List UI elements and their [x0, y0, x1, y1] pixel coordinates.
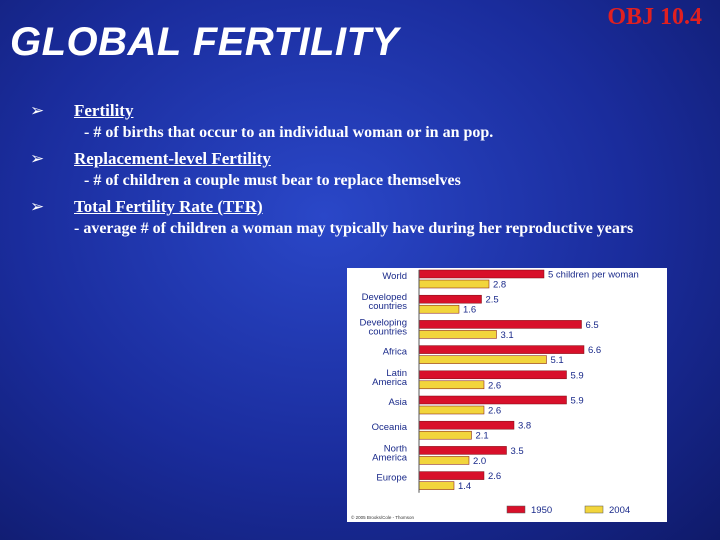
bar-1950	[418, 446, 507, 455]
arrow-bullet-icon: ➢	[30, 197, 45, 217]
legend-entry: 1950	[531, 505, 552, 516]
bar-1950	[418, 395, 567, 405]
category-label: Europe	[376, 473, 407, 484]
bar-value-label: 3.5	[511, 446, 524, 457]
bar-2004	[418, 481, 455, 490]
bar-2004	[418, 456, 470, 465]
bullet-fertility: ➢ Fertility	[20, 100, 660, 122]
bar-value-label: 5.9	[571, 370, 584, 381]
bullet-detail: - average # of children a woman may typi…	[74, 220, 634, 237]
bullet-detail: - # of births that occur to an individua…	[84, 124, 494, 141]
bar-1950	[418, 370, 567, 380]
bullet-heading: Replacement-level Fertility	[74, 149, 271, 168]
bar-2004	[418, 304, 460, 314]
slide-title: GLOBAL FERTILITY	[10, 20, 399, 64]
bar-value-label: 2.5	[486, 295, 499, 306]
category-label: Developed countries	[362, 292, 408, 312]
bar-2004	[418, 279, 490, 289]
bar-value-label: 1.6	[463, 305, 476, 316]
chart-credit: © 2005 Brooks/Cole - Thomson	[351, 514, 415, 520]
bar-value-label: 3.1	[501, 330, 514, 341]
bar-1950	[418, 420, 515, 430]
bar-value-label: 1.4	[458, 481, 471, 492]
bar-value-label: 6.5	[586, 320, 599, 331]
legend-entry: 2004	[609, 505, 630, 516]
category-label: Africa	[383, 347, 408, 358]
category-label: Developing countries	[359, 317, 407, 337]
bar-1950	[418, 345, 585, 354]
category-label: Asia	[389, 397, 408, 408]
bar-value-label: 5.9	[571, 396, 584, 407]
category-label: Oceania	[372, 422, 408, 433]
bullet-list: ➢ Fertility - # of births that occur to …	[20, 100, 660, 244]
bar-value-label: 2.8	[493, 280, 506, 291]
bullet-tfr: ➢ Total Fertility Rate (TFR)	[20, 196, 660, 218]
bullet-heading: Fertility	[74, 101, 134, 120]
bar-2004	[418, 355, 547, 364]
bar-value-label: 2.6	[488, 406, 501, 417]
bar-1950	[418, 320, 582, 329]
bar-value-label: 6.6	[588, 345, 601, 356]
legend-swatch	[584, 505, 604, 514]
bar-2004	[418, 430, 472, 440]
bar-value-label: 2.1	[476, 431, 489, 442]
bar-2004	[418, 405, 485, 415]
category-label: World	[382, 271, 407, 282]
legend-swatch	[506, 505, 526, 514]
bar-2004	[418, 330, 497, 339]
bullet-replacement-fertility: ➢ Replacement-level Fertility	[20, 148, 660, 170]
objective-label: OBJ 10.4	[607, 4, 702, 30]
bar-value-label: 5.1	[551, 355, 564, 366]
bar-2004	[418, 380, 485, 390]
arrow-bullet-icon: ➢	[30, 101, 45, 121]
bar-1950	[418, 471, 485, 480]
chart-svg: World 5 children per woman 2.8 Developed cou…	[351, 269, 639, 521]
bar-value-label: 2.6	[488, 380, 501, 391]
bar-value-label: 5 children per woman	[548, 270, 639, 281]
bullet-heading: Total Fertility Rate (TFR)	[74, 197, 263, 216]
bar-1950	[418, 294, 482, 304]
arrow-bullet-icon: ➢	[30, 149, 45, 169]
fertility-bar-chart: World 5 children per woman 2.8 Developed cou…	[347, 268, 667, 522]
bar-value-label: 3.8	[518, 421, 531, 432]
bullet-detail: - # of children a couple must bear to re…	[84, 172, 461, 189]
bar-value-label: 2.6	[488, 471, 501, 482]
category-label: North America	[372, 443, 408, 463]
bar-1950	[418, 269, 545, 279]
bar-value-label: 2.0	[473, 456, 486, 467]
category-label: Latin America	[372, 368, 408, 388]
